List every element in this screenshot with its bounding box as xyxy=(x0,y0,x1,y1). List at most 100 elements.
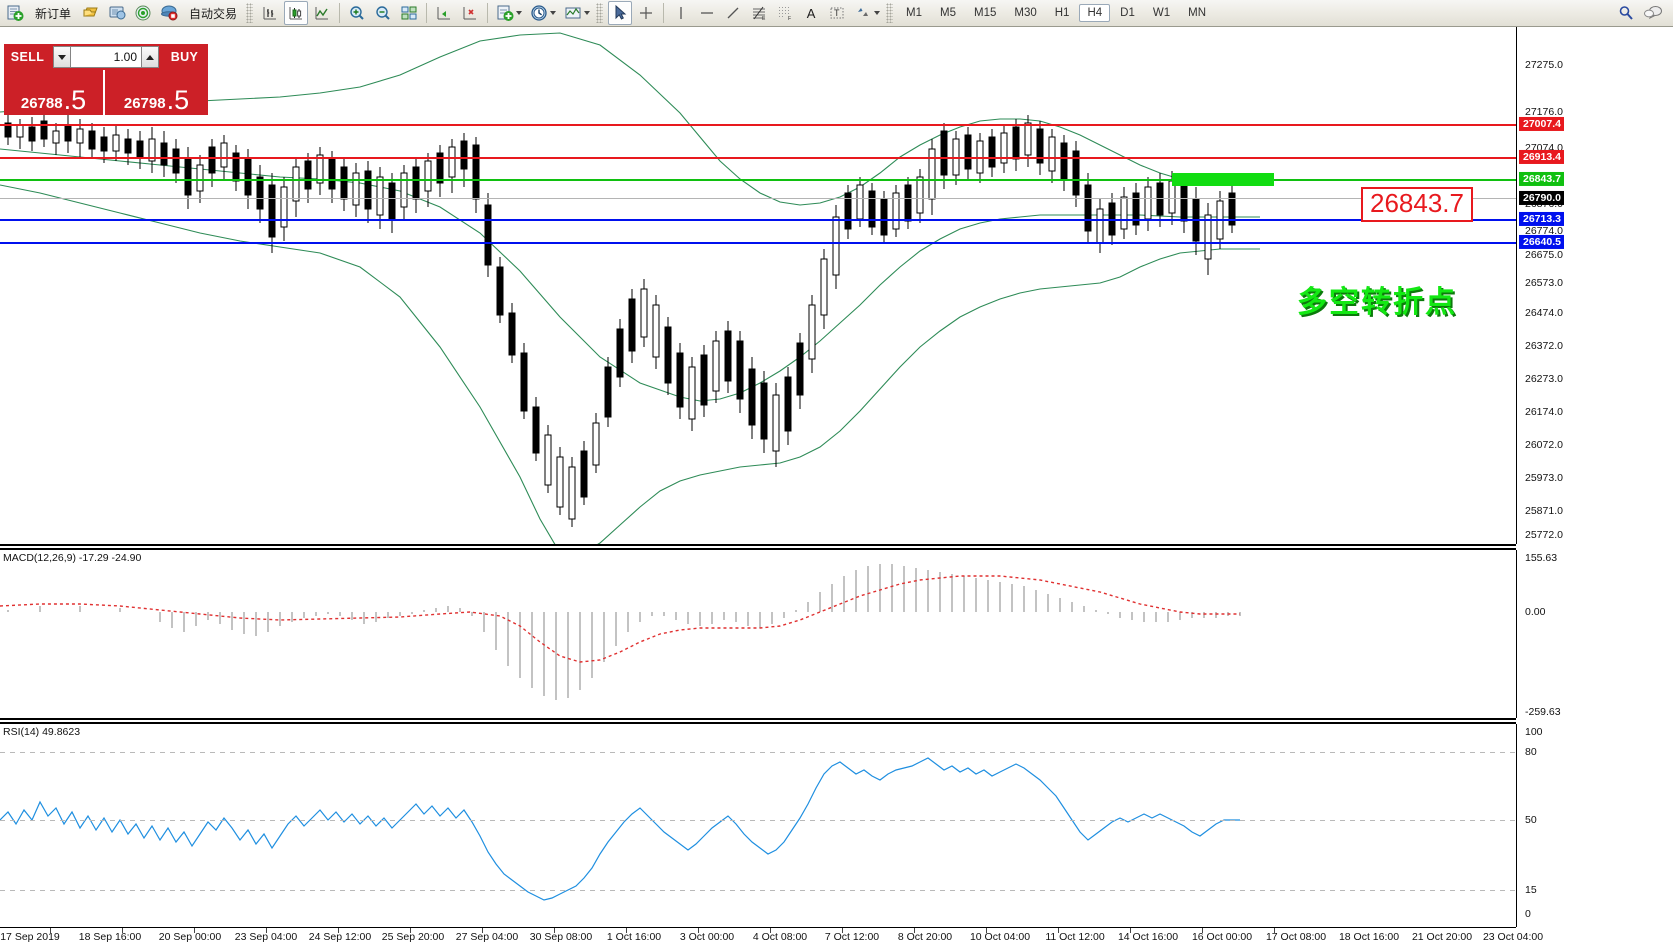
search-icon[interactable] xyxy=(1614,1,1638,25)
support-line-26640[interactable] xyxy=(0,242,1516,244)
chevron-down-icon-3[interactable] xyxy=(584,11,591,15)
price-label-last: 26790.0 xyxy=(1519,190,1564,206)
shapes-icon[interactable] xyxy=(851,1,883,25)
price-tick: 26273.0 xyxy=(1525,373,1563,385)
timeframe-m1[interactable]: M1 xyxy=(906,7,923,19)
volume-increment-button[interactable] xyxy=(141,46,159,68)
volume-control[interactable]: 1.00 xyxy=(51,44,161,70)
fibo-icon[interactable]: E xyxy=(747,1,771,25)
price-tick: 26573.0 xyxy=(1525,277,1563,289)
data-window-icon[interactable] xyxy=(432,1,456,25)
tile-windows-icon[interactable] xyxy=(397,1,421,25)
timeframe-m5[interactable]: M5 xyxy=(940,7,956,19)
chevron-down-icon[interactable] xyxy=(516,11,523,15)
time-tick: 1 Oct 16:00 xyxy=(606,931,662,943)
price-label-support-1[interactable]: 26713.3 xyxy=(1519,211,1564,227)
sell-button[interactable]: SELL xyxy=(4,44,51,70)
toolbar-grip[interactable] xyxy=(246,3,254,23)
chevron-down-icon-4[interactable] xyxy=(874,11,881,15)
rsi-plot-area[interactable]: RSI(14) 49.8623 xyxy=(0,724,1516,927)
rsi-pane: RSI(14) 49.8623 100 80 50 15 0 xyxy=(0,724,1673,927)
horizontal-line-icon[interactable] xyxy=(695,1,719,25)
line-chart-icon[interactable] xyxy=(310,1,334,25)
timeframe-w1[interactable]: W1 xyxy=(1152,7,1171,19)
buy-price-display[interactable]: 26798.5 xyxy=(105,70,208,115)
sell-price-display[interactable]: 26788.5 xyxy=(4,70,105,115)
price-tick: 25973.0 xyxy=(1525,472,1563,484)
timeframe-h1[interactable]: H1 xyxy=(1054,7,1070,19)
bar-chart-icon[interactable] xyxy=(258,1,282,25)
chevron-down-icon-2[interactable] xyxy=(550,11,557,15)
rsi-level-15 xyxy=(0,890,1516,891)
time-tick: 4 Oct 08:00 xyxy=(752,931,808,943)
timeframe-m30[interactable]: M30 xyxy=(1014,7,1037,19)
buy-button[interactable]: BUY xyxy=(161,44,208,70)
templates-icon[interactable] xyxy=(561,1,593,25)
price-tick: 26174.0 xyxy=(1525,406,1563,418)
timeframe-mn[interactable]: MN xyxy=(1188,7,1206,19)
volume-dropdown-button[interactable] xyxy=(53,46,71,68)
fibo-fan-icon[interactable]: F xyxy=(773,1,797,25)
rsi-axis[interactable]: 100 80 50 15 0 xyxy=(1516,724,1673,927)
volume-input[interactable]: 1.00 xyxy=(71,46,141,68)
macd-plot-area[interactable]: MACD(12,26,9) -17.29 -24.90 xyxy=(0,550,1516,718)
chevron-down-icon-volume xyxy=(58,54,66,60)
folder-icon[interactable] xyxy=(79,1,103,25)
time-axis[interactable]: 17 Sep 2019 18 Sep 16:00 20 Sep 00:00 23… xyxy=(0,927,1543,949)
new-order-icon[interactable] xyxy=(3,1,27,25)
price-label-resistance-1[interactable]: 27007.4 xyxy=(1519,116,1564,132)
auto-trading-label[interactable]: 自动交易 xyxy=(183,1,243,25)
price-label-pivot[interactable]: 26843.7 xyxy=(1519,171,1564,187)
pane-separator-1[interactable] xyxy=(0,544,1516,546)
timeframe-d1[interactable]: D1 xyxy=(1120,7,1135,19)
main-toolbar: 新订单 xyxy=(0,0,1673,27)
shift-icon[interactable] xyxy=(458,1,482,25)
price-axis[interactable]: 27275.0 27176.0 27074.0 26975.0 26876.0 … xyxy=(1516,27,1673,544)
time-tick: 10 Oct 04:00 xyxy=(969,931,1031,943)
profile-icon[interactable] xyxy=(105,1,129,25)
trendline-icon[interactable] xyxy=(721,1,745,25)
chinese-annotation[interactable]: 多空转折点 xyxy=(1297,285,1457,320)
one-click-trading-panel[interactable]: SELL 1.00 BUY 26788.5 26798.5 xyxy=(4,44,208,115)
buy-price-fraction: .5 xyxy=(166,84,190,115)
autotrading-icon[interactable] xyxy=(157,1,181,25)
cursor-icon[interactable] xyxy=(608,1,633,25)
text-label-icon[interactable]: T xyxy=(825,1,849,25)
zoom-in-icon[interactable] xyxy=(345,1,369,25)
macd-label: MACD(12,26,9) -17.29 -24.90 xyxy=(3,552,142,564)
period-icon[interactable] xyxy=(527,1,559,25)
rsi-label: RSI(14) 49.8623 xyxy=(3,726,81,738)
pivot-line-26843[interactable] xyxy=(0,179,1516,181)
price-label-resistance-2[interactable]: 26913.4 xyxy=(1519,149,1564,165)
macd-tick: 155.63 xyxy=(1525,552,1558,564)
support-line-26713[interactable] xyxy=(0,219,1516,221)
price-label-support-2[interactable]: 26640.5 xyxy=(1519,234,1564,250)
pane-separator-2[interactable] xyxy=(0,718,1516,720)
toolbar-grip-3[interactable] xyxy=(886,3,894,23)
time-tick: 17 Sep 2019 xyxy=(0,931,60,943)
highlight-zone[interactable] xyxy=(1172,173,1274,186)
chat-icon[interactable] xyxy=(1640,1,1666,25)
svg-text:F: F xyxy=(788,16,791,22)
toolbar-grip-2[interactable] xyxy=(596,3,604,23)
signal-icon[interactable] xyxy=(131,1,155,25)
text-icon[interactable]: A xyxy=(806,5,816,21)
new-order-label[interactable]: 新订单 xyxy=(29,1,77,25)
vertical-line-icon[interactable] xyxy=(669,1,693,25)
time-tick: 21 Oct 20:00 xyxy=(1411,931,1473,943)
macd-axis[interactable]: 155.63 0.00 -259.63 xyxy=(1516,550,1673,718)
candlestick-icon[interactable] xyxy=(284,1,309,25)
zoom-out-icon[interactable] xyxy=(371,1,395,25)
resistance-line-27007[interactable] xyxy=(0,124,1516,126)
indicators-icon[interactable] xyxy=(493,1,525,25)
toolbar-divider-2 xyxy=(426,3,428,23)
price-plot-area[interactable]: 26843.7 多空转折点 xyxy=(0,27,1516,544)
time-tick: 27 Sep 04:00 xyxy=(455,931,519,943)
timeframe-m15[interactable]: M15 xyxy=(974,7,997,19)
resistance-line-26913[interactable] xyxy=(0,157,1516,159)
price-annotation-label[interactable]: 26843.7 xyxy=(1361,187,1473,223)
trade-panel-price-row: 26788.5 26798.5 xyxy=(4,70,208,115)
crosshair-icon[interactable] xyxy=(634,1,658,25)
timeframe-h4[interactable]: H4 xyxy=(1079,4,1111,22)
time-tick: 25 Sep 20:00 xyxy=(381,931,445,943)
